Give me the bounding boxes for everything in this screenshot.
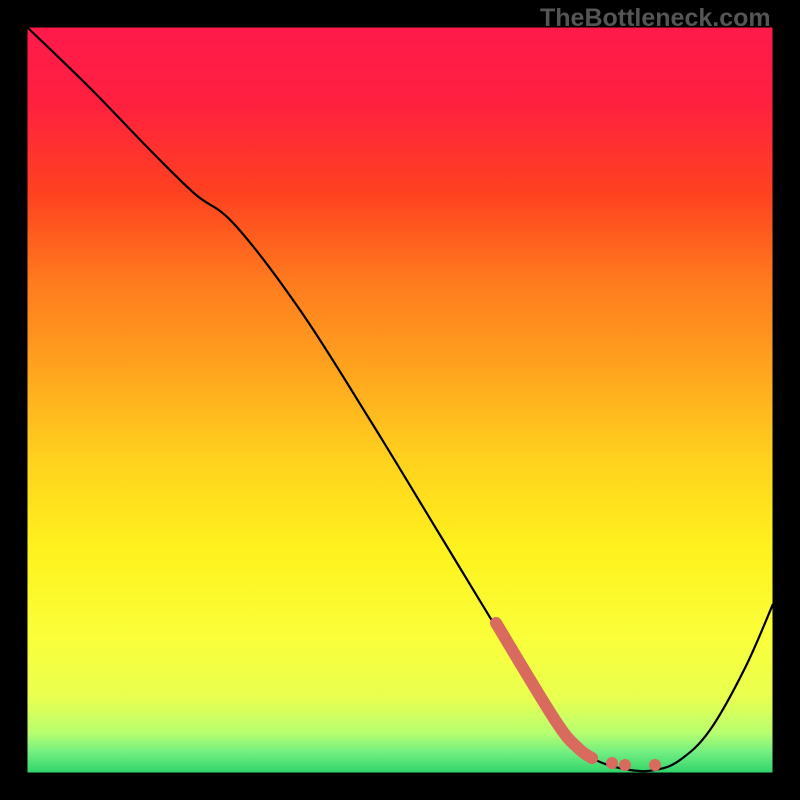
- highlight-dot: [619, 759, 631, 771]
- watermark-text: TheBottleneck.com: [540, 4, 771, 33]
- highlight-dot: [649, 759, 661, 771]
- bottleneck-chart: [0, 0, 800, 800]
- highlight-dot: [606, 757, 618, 769]
- highlight-dot: [586, 752, 598, 764]
